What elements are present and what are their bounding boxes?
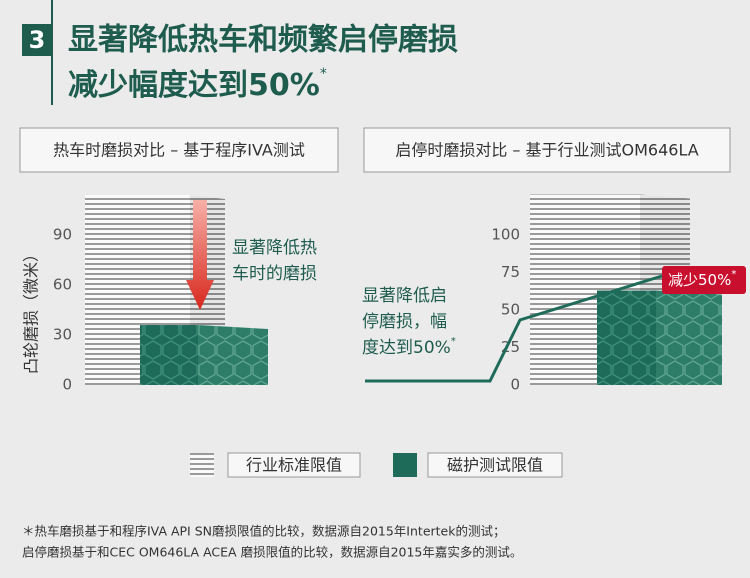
callout-mark: * <box>731 269 736 280</box>
annotation-text: 显著降低热 <box>232 238 317 258</box>
charts: 热车时磨损对比 – 基于程序IVA测试 0 30 60 90 凸轮磨损（微米） 显著降低热车… <box>19 127 746 394</box>
chart-title: 启停时磨损对比 – 基于行业测试OM646LA <box>395 141 698 160</box>
annotation: 度达到50%* <box>362 336 456 358</box>
annotation: 显著降低启 <box>362 286 447 306</box>
annotation-text: 度达到50% <box>362 338 451 358</box>
legend-swatch <box>190 453 214 477</box>
legend-label: 行业标准限值 <box>246 456 342 475</box>
annotation-text: 显著降低启 <box>362 286 447 306</box>
legend-label: 磁护测试限值 <box>447 456 543 475</box>
footnote: 启停磨损基于和CEC OM646LA ACEA 磨损限值的比较，数据源自2015… <box>22 545 522 560</box>
chart-title: 热车时磨损对比 – 基于程序IVA测试 <box>53 141 305 160</box>
y-tick-label: 0 <box>62 376 72 394</box>
legend-swatch <box>393 453 417 477</box>
annotation: 停磨损，幅 <box>362 312 447 332</box>
arrow <box>186 200 214 310</box>
title-text: 减少幅度达到50% <box>68 68 320 103</box>
y-tick-label: 50 <box>501 301 520 319</box>
bar <box>140 325 198 385</box>
badge-number: 3 <box>29 26 46 54</box>
bar-side <box>656 290 722 385</box>
y-axis-label: 凸轮磨损（微米） <box>22 246 41 374</box>
title-mark: * <box>320 66 327 82</box>
y-tick-label: 100 <box>491 226 520 244</box>
chart-title-box <box>19 127 339 173</box>
annotation-text: 停磨损，幅 <box>362 312 447 332</box>
title: 显著降低热车和频繁启停磨损 <box>68 23 458 58</box>
annotation: 显著降低热 <box>232 238 317 258</box>
footnote: ＊热车磨损基于和程序IVA API SN磨损限值的比较，数据源自2015年Int… <box>22 524 505 539</box>
y-tick-label: 0 <box>510 376 520 394</box>
annotation-text: 车时的磨损 <box>232 264 317 284</box>
chart-title-box <box>363 127 731 173</box>
bar-side <box>198 325 268 385</box>
badge <box>22 24 52 56</box>
y-tick-label: 90 <box>53 226 72 244</box>
annotation-mark: * <box>451 336 456 347</box>
y-tick-label: 75 <box>501 263 520 281</box>
callout-text: 减少50% <box>668 271 731 289</box>
bar <box>597 290 656 385</box>
y-tick-label: 30 <box>53 326 72 344</box>
annotation: 车时的磨损 <box>232 264 317 284</box>
y-tick-label: 60 <box>53 276 72 294</box>
legend-box <box>227 452 361 478</box>
callout: 减少50%* <box>668 269 736 289</box>
legend-box <box>427 452 563 478</box>
title: 减少幅度达到50%* <box>68 66 327 103</box>
callout-box <box>662 266 746 294</box>
trend-line <box>365 274 663 383</box>
